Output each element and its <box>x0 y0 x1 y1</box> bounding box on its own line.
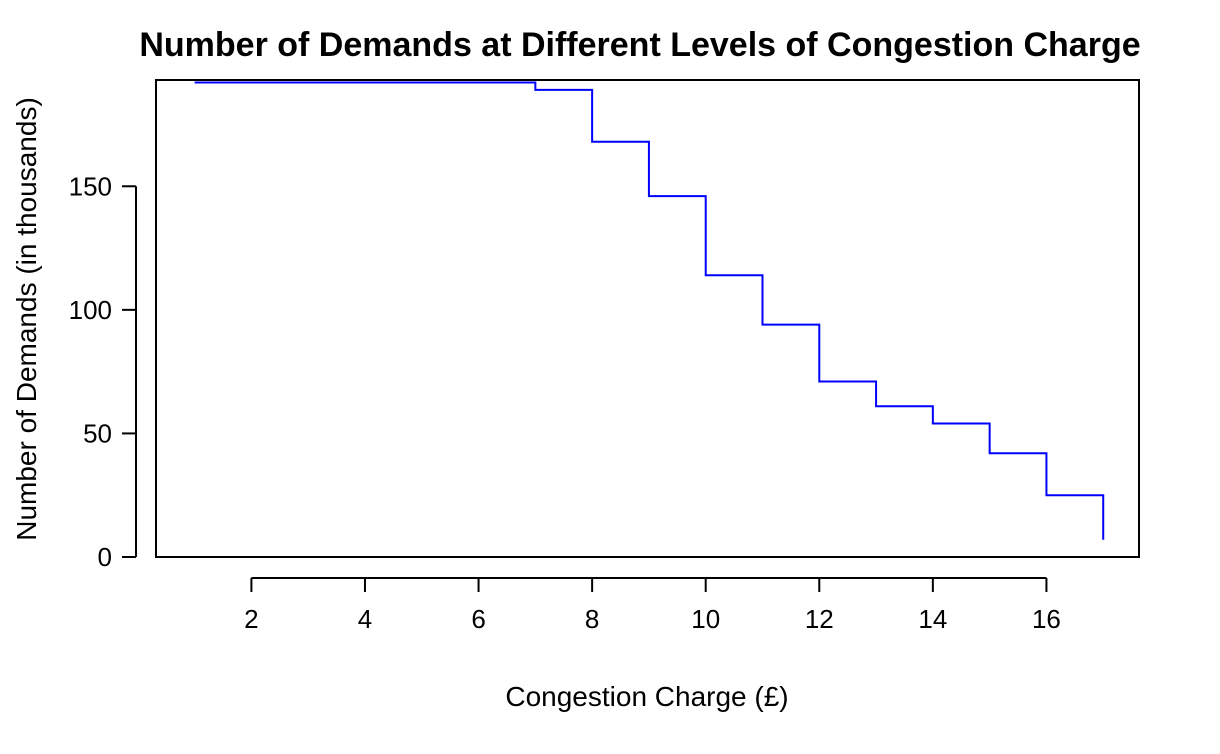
y-tick-label: 150 <box>69 171 112 201</box>
x-tick-label: 2 <box>244 604 258 634</box>
series-step-line <box>194 81 1105 540</box>
x-tick-label: 10 <box>691 604 720 634</box>
x-tick-label: 6 <box>471 604 485 634</box>
x-tick-label: 4 <box>358 604 372 634</box>
x-ticks: 2 4 6 8 10 12 14 16 <box>244 578 1061 634</box>
y-tick-label: 100 <box>69 295 112 325</box>
x-tick-label: 12 <box>805 604 834 634</box>
x-tick-label: 8 <box>585 604 599 634</box>
chart-title: Number of Demands at Different Levels of… <box>139 26 1140 64</box>
y-tick-label: 0 <box>98 542 112 572</box>
y-tick-label: 50 <box>83 418 112 448</box>
y-axis-label: Number of Demands (in thousands) <box>11 97 42 541</box>
y-ticks: 0 50 100 150 <box>69 171 136 572</box>
x-axis-label: Congestion Charge (£) <box>505 681 788 712</box>
x-tick-label: 14 <box>918 604 947 634</box>
plot-frame <box>155 79 1140 558</box>
series-layer <box>194 81 1105 540</box>
x-tick-label: 16 <box>1032 604 1061 634</box>
